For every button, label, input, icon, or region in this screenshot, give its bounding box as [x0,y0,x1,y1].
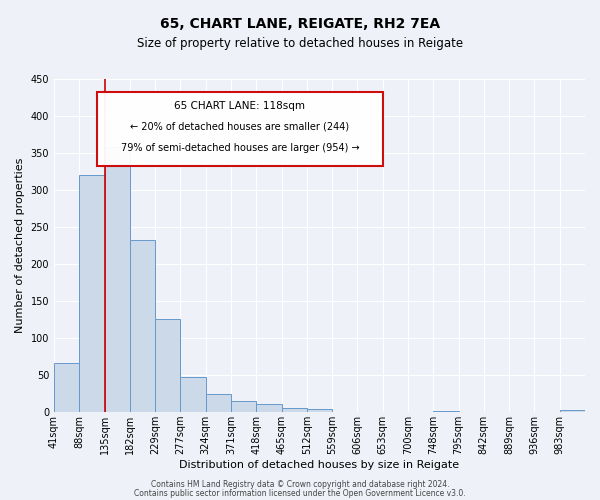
Bar [231,401,256,412]
Text: Size of property relative to detached houses in Reigate: Size of property relative to detached ho… [137,38,463,51]
Bar [181,376,206,412]
Bar [155,319,181,412]
Bar [79,175,104,412]
Bar [104,147,130,412]
Text: 79% of semi-detached houses are larger (954) →: 79% of semi-detached houses are larger (… [121,142,359,152]
Bar [307,409,332,412]
Bar [54,362,79,412]
Bar [560,410,585,412]
Text: ← 20% of detached houses are smaller (244): ← 20% of detached houses are smaller (24… [130,122,349,132]
X-axis label: Distribution of detached houses by size in Reigate: Distribution of detached houses by size … [179,460,460,470]
Y-axis label: Number of detached properties: Number of detached properties [15,158,25,334]
Bar [256,404,281,412]
Text: 65 CHART LANE: 118sqm: 65 CHART LANE: 118sqm [175,100,305,110]
Text: Contains public sector information licensed under the Open Government Licence v3: Contains public sector information licen… [134,488,466,498]
Text: Contains HM Land Registry data © Crown copyright and database right 2024.: Contains HM Land Registry data © Crown c… [151,480,449,489]
Bar [281,408,307,412]
Bar [433,410,458,412]
FancyBboxPatch shape [97,92,383,166]
Bar [206,394,231,412]
Text: 65, CHART LANE, REIGATE, RH2 7EA: 65, CHART LANE, REIGATE, RH2 7EA [160,18,440,32]
Bar [130,240,155,412]
